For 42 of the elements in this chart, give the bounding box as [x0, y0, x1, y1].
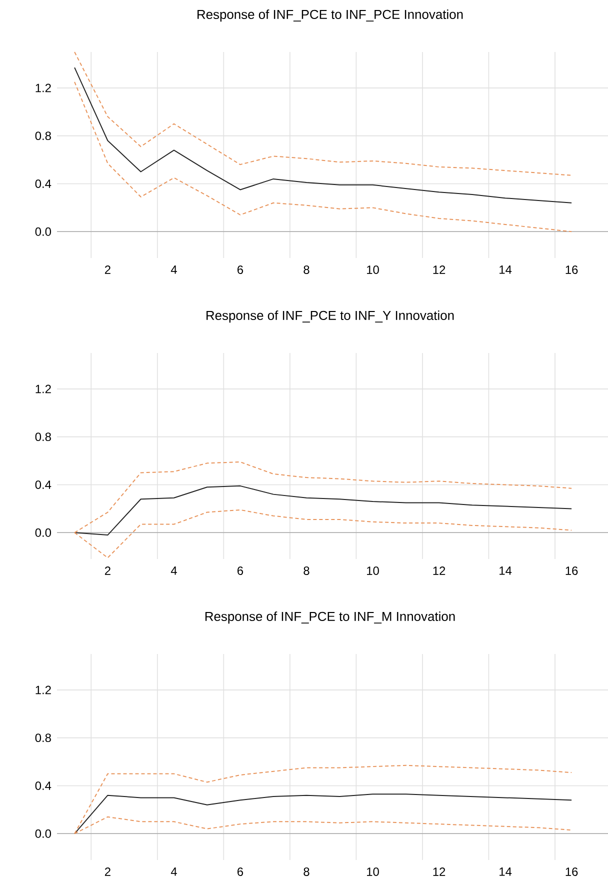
line-series	[74, 485, 572, 536]
x-tick-label: 8	[304, 868, 310, 876]
x-tick-label: 14	[500, 566, 512, 575]
y-tick-label: 1.2	[36, 384, 51, 394]
x-tick-label: 2	[104, 266, 110, 274]
y-tick-label: 0.4	[35, 782, 52, 790]
y-tick-label: 1.2	[36, 686, 51, 694]
chart-title: Response of INF_PCE to INF_PCE Innovation	[198, 10, 463, 22]
y-tick-label: 0.0	[35, 829, 52, 838]
x-tick-label: 12	[433, 566, 446, 575]
x-tick-label: 4	[170, 868, 177, 876]
x-tick-label: 12	[433, 868, 446, 876]
y-tick-label: 0.8	[35, 132, 51, 140]
x-tick-label: 8	[304, 566, 310, 575]
y-tick-label: 1.2	[36, 84, 51, 92]
x-tick-label: 10	[367, 566, 379, 575]
chart-title: Response of INF_PCE to INF_M Innovation	[205, 612, 455, 624]
y-tick-label: 0.4	[35, 180, 52, 188]
x-tick-label: 14	[500, 266, 512, 274]
chart-title: Response of INF_PCE to INF_Y Innovation	[206, 310, 454, 323]
x-tick-label: 10	[367, 868, 379, 876]
x-tick-label: 6	[238, 266, 244, 274]
x-tick-label: 16	[566, 566, 578, 575]
y-tick-label: 0.4	[35, 480, 52, 489]
x-tick-label: 8	[304, 266, 310, 274]
y-tick-label: 0.8	[35, 432, 51, 442]
x-tick-label: 2	[104, 868, 110, 876]
x-tick-label: 12	[433, 266, 446, 274]
y-tick-label: 0.0	[35, 227, 52, 236]
x-tick-label: 16	[566, 266, 578, 274]
y-tick-label: 0.0	[35, 528, 52, 537]
x-tick-label: 6	[238, 566, 244, 575]
x-tick-label: 4	[170, 266, 177, 274]
x-tick-label: 4	[170, 566, 177, 575]
y-tick-label: 0.8	[35, 734, 51, 742]
x-tick-label: 16	[566, 868, 578, 876]
line-series	[74, 81, 572, 232]
line-series	[74, 51, 572, 176]
x-tick-label: 10	[367, 266, 379, 274]
x-tick-label: 2	[104, 566, 110, 575]
x-tick-label: 14	[500, 868, 512, 876]
x-tick-label: 6	[238, 868, 244, 876]
